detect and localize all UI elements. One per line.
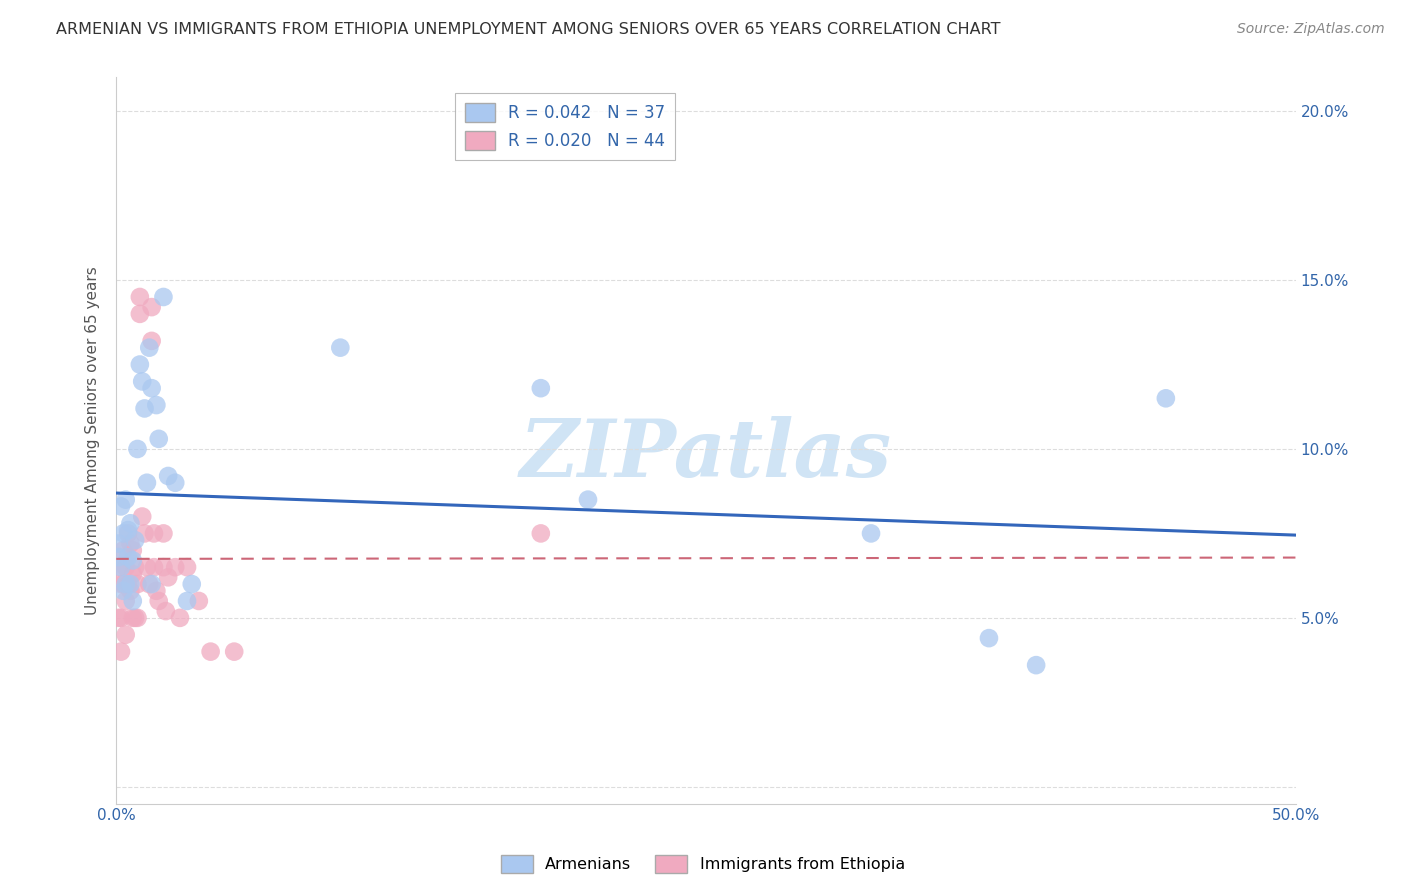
- Point: [107, 536, 129, 550]
- Point: [127, 611, 149, 625]
- Point: [860, 526, 883, 541]
- Point: [107, 550, 129, 565]
- Text: ZIPatlas: ZIPatlas: [520, 417, 891, 494]
- Point: [141, 577, 163, 591]
- Point: [127, 442, 149, 456]
- Point: [124, 533, 146, 548]
- Point: [127, 577, 149, 591]
- Point: [152, 290, 174, 304]
- Point: [114, 560, 136, 574]
- Point: [134, 526, 156, 541]
- Point: [131, 509, 153, 524]
- Point: [136, 475, 159, 490]
- Point: [148, 432, 170, 446]
- Point: [117, 526, 139, 541]
- Point: [152, 526, 174, 541]
- Point: [110, 560, 132, 574]
- Point: [977, 631, 1000, 645]
- Point: [120, 536, 142, 550]
- Point: [114, 577, 136, 591]
- Point: [169, 611, 191, 625]
- Point: [128, 290, 150, 304]
- Point: [107, 560, 129, 574]
- Point: [136, 560, 159, 574]
- Text: ARMENIAN VS IMMIGRANTS FROM ETHIOPIA UNEMPLOYMENT AMONG SENIORS OVER 65 YEARS CO: ARMENIAN VS IMMIGRANTS FROM ETHIOPIA UNE…: [56, 22, 1001, 37]
- Point: [120, 577, 142, 591]
- Point: [128, 358, 150, 372]
- Point: [180, 577, 202, 591]
- Point: [117, 550, 139, 565]
- Point: [120, 583, 142, 598]
- Point: [530, 381, 553, 395]
- Point: [121, 566, 143, 581]
- Point: [112, 583, 135, 598]
- Point: [157, 469, 180, 483]
- Point: [114, 492, 136, 507]
- Point: [165, 475, 187, 490]
- Point: [121, 594, 143, 608]
- Point: [121, 553, 143, 567]
- Point: [187, 594, 209, 608]
- Point: [110, 577, 132, 591]
- Point: [141, 381, 163, 395]
- Point: [141, 300, 163, 314]
- Point: [1025, 658, 1047, 673]
- Point: [121, 543, 143, 558]
- Point: [530, 526, 553, 541]
- Point: [107, 611, 129, 625]
- Point: [141, 334, 163, 348]
- Point: [143, 526, 166, 541]
- Point: [134, 401, 156, 416]
- Point: [131, 375, 153, 389]
- Point: [145, 583, 167, 598]
- Point: [138, 341, 160, 355]
- Point: [145, 398, 167, 412]
- Point: [329, 341, 352, 355]
- Point: [112, 577, 135, 591]
- Point: [112, 526, 135, 541]
- Legend: R = 0.042   N = 37, R = 0.020   N = 44: R = 0.042 N = 37, R = 0.020 N = 44: [454, 93, 675, 160]
- Point: [224, 645, 246, 659]
- Point: [176, 594, 198, 608]
- Point: [117, 523, 139, 537]
- Point: [155, 604, 177, 618]
- Point: [121, 611, 143, 625]
- Point: [124, 611, 146, 625]
- Point: [114, 628, 136, 642]
- Point: [120, 516, 142, 531]
- Point: [143, 560, 166, 574]
- Point: [157, 570, 180, 584]
- Point: [128, 307, 150, 321]
- Point: [152, 560, 174, 574]
- Point: [200, 645, 222, 659]
- Y-axis label: Unemployment Among Seniors over 65 years: Unemployment Among Seniors over 65 years: [86, 266, 100, 615]
- Legend: Armenians, Immigrants from Ethiopia: Armenians, Immigrants from Ethiopia: [495, 848, 911, 880]
- Point: [112, 543, 135, 558]
- Text: Source: ZipAtlas.com: Source: ZipAtlas.com: [1237, 22, 1385, 37]
- Point: [114, 594, 136, 608]
- Point: [1154, 392, 1177, 406]
- Point: [110, 500, 132, 514]
- Point: [176, 560, 198, 574]
- Point: [110, 645, 132, 659]
- Point: [148, 594, 170, 608]
- Point: [576, 492, 599, 507]
- Point: [124, 560, 146, 574]
- Point: [117, 577, 139, 591]
- Point: [110, 611, 132, 625]
- Point: [165, 560, 187, 574]
- Point: [138, 577, 160, 591]
